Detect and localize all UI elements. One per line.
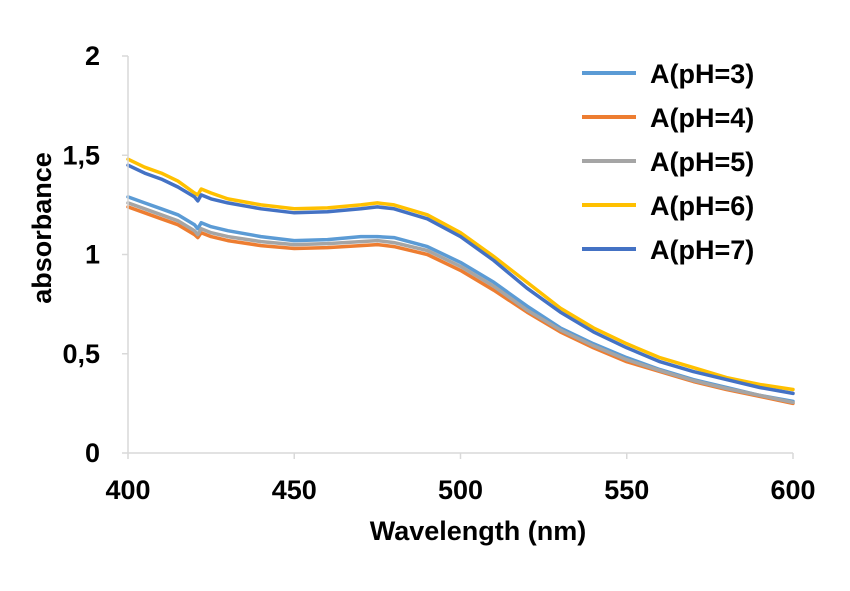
- legend: A(pH=3) A(pH=4) A(pH=5) A(pH=6) A(pH=7): [582, 59, 754, 265]
- legend-item: A(pH=6): [582, 191, 754, 221]
- legend-item: A(pH=4): [582, 103, 754, 133]
- x-tick-label: 550: [604, 475, 649, 505]
- x-axis-title: Wavelength (nm): [370, 516, 587, 546]
- y-tick-label: 0,5: [62, 339, 100, 369]
- series-line-5: [126, 163, 795, 396]
- legend-label: A(pH=4): [650, 103, 754, 133]
- x-tick-label: 600: [770, 475, 815, 505]
- series-layer: [126, 157, 795, 406]
- legend-item: A(pH=7): [582, 235, 754, 265]
- legend-label: A(pH=7): [650, 235, 754, 265]
- series-line-3: [126, 201, 795, 405]
- legend-label: A(pH=3): [650, 59, 754, 89]
- legend-label: A(pH=6): [650, 191, 754, 221]
- y-tick-label: 1: [85, 240, 100, 270]
- y-tick-label: 1,5: [62, 140, 100, 170]
- legend-item: A(pH=5): [582, 147, 754, 177]
- legend-item: A(pH=3): [582, 59, 754, 89]
- y-tick-label: 0: [85, 438, 100, 468]
- series-line-4: [126, 157, 795, 392]
- x-tick-label: 400: [105, 475, 150, 505]
- x-tick-label: 500: [438, 475, 483, 505]
- x-tick-label: 450: [272, 475, 317, 505]
- y-axis-title: absorbance: [27, 152, 57, 304]
- y-tick-label: 2: [85, 41, 100, 71]
- legend-label: A(pH=5): [650, 147, 754, 177]
- axes-layer: 0 0,5 1 1,5 2 400 450 500 550 600: [62, 41, 815, 505]
